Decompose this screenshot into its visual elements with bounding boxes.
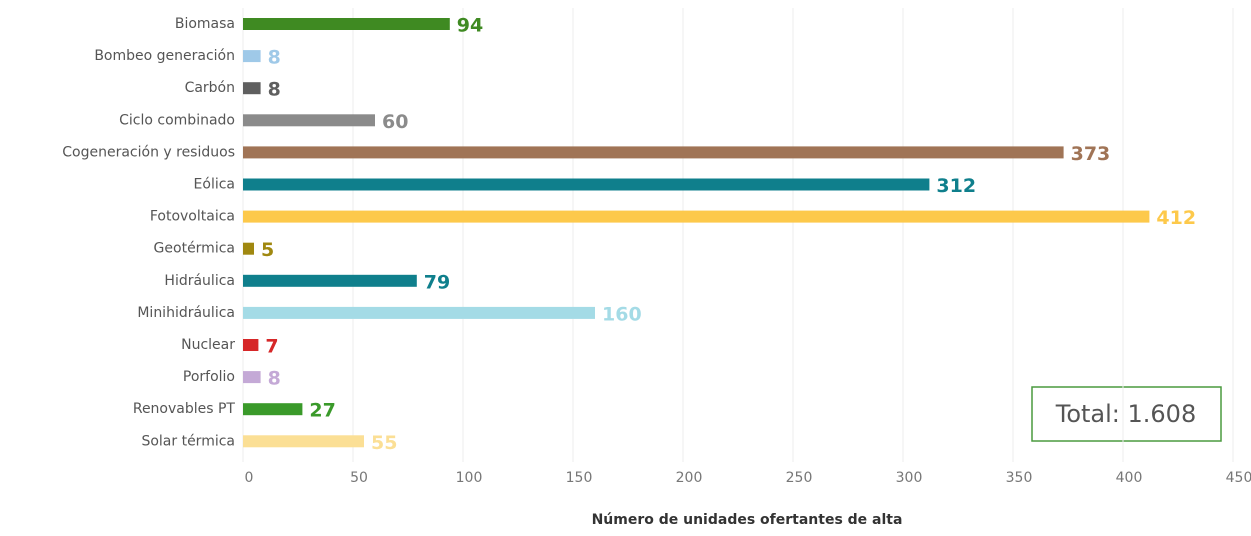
y-tick-label: Minihidráulica — [137, 305, 235, 321]
bar — [243, 210, 1150, 223]
value-label: 8 — [268, 368, 281, 390]
bar — [243, 50, 261, 63]
bar — [243, 403, 303, 416]
bar — [243, 371, 261, 384]
y-tick-label: Hidráulica — [164, 273, 235, 289]
x-tick-label: 400 — [1116, 470, 1143, 486]
y-tick-label: Eólica — [194, 177, 235, 193]
value-label: 27 — [309, 400, 335, 422]
bar — [243, 435, 364, 448]
y-tick-label: Geotérmica — [154, 241, 235, 257]
y-tick-label: Nuclear — [181, 337, 235, 353]
bar — [243, 114, 375, 127]
x-tick-label: 350 — [1006, 470, 1033, 486]
value-label: 7 — [265, 336, 278, 358]
x-tick-label: 300 — [896, 470, 923, 486]
value-label: 373 — [1071, 143, 1111, 165]
x-tick-label: 200 — [676, 470, 703, 486]
y-tick-label: Biomasa — [175, 16, 235, 32]
x-axis-title: Número de unidades ofertantes de alta — [592, 512, 903, 528]
total-annotation: Total: 1.608 — [1055, 400, 1196, 428]
x-tick-label: 150 — [566, 470, 593, 486]
y-tick-label: Porfolio — [183, 369, 235, 385]
value-label: 79 — [424, 271, 450, 293]
bar — [243, 18, 450, 30]
bar — [243, 242, 254, 255]
bar — [243, 339, 259, 351]
y-tick-label: Renovables PT — [133, 401, 236, 417]
x-tick-label: 450 — [1226, 470, 1251, 486]
value-label: 94 — [457, 15, 483, 37]
x-tick-label: 50 — [350, 470, 368, 486]
value-label: 8 — [268, 47, 281, 69]
y-tick-label: Fotovoltaica — [150, 209, 235, 225]
y-tick-label: Cogeneración y residuos — [62, 144, 235, 160]
total-box — [1031, 386, 1222, 442]
x-tick-label: 100 — [456, 470, 483, 486]
bar — [243, 82, 261, 95]
y-tick-label: Bombeo generación — [94, 48, 235, 64]
value-label: 60 — [382, 111, 408, 133]
x-tick-label: 0 — [245, 470, 254, 486]
bar — [243, 306, 595, 319]
y-tick-label: Carbón — [185, 80, 235, 96]
y-tick-label: Ciclo combinado — [119, 112, 235, 128]
y-tick-label: Solar térmica — [141, 433, 235, 449]
bar — [243, 146, 1064, 159]
value-label: 160 — [602, 303, 642, 325]
bar — [243, 178, 930, 191]
value-label: 5 — [261, 239, 274, 261]
value-label: 55 — [371, 432, 397, 454]
bar — [243, 274, 417, 287]
value-label: 8 — [268, 79, 281, 101]
value-label: 312 — [936, 175, 976, 197]
value-label: 412 — [1156, 207, 1196, 229]
x-tick-label: 250 — [786, 470, 813, 486]
